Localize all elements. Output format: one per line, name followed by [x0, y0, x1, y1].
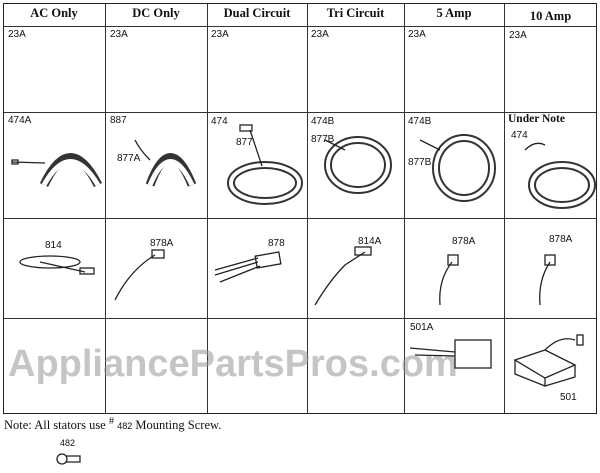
part-label: 501: [560, 392, 577, 403]
harness-878a-drawing: [114, 249, 165, 301]
column-header-5-amp: 5 Amp: [436, 6, 472, 20]
column-header-dual-circuit: Dual Circuit: [223, 6, 291, 20]
harness-878a-5amp-drawing: [439, 254, 459, 306]
part-label: 23A: [311, 29, 329, 40]
part-label: 23A: [8, 29, 26, 40]
stator-474b-tri-drawing: [324, 136, 392, 194]
stator-474-10amp-drawing: [524, 142, 596, 209]
part-label: 23A: [110, 29, 128, 40]
harness-878-drawing: [214, 251, 282, 283]
harness-814-drawing: [19, 255, 95, 275]
regulator-501-drawing: [513, 334, 584, 387]
part-label: 474: [211, 116, 228, 127]
part-label: 878: [268, 238, 285, 249]
part-label: 474B: [408, 116, 432, 127]
part-label: 501A: [410, 322, 434, 333]
part-label: 877: [236, 137, 253, 148]
part-label: 474: [511, 130, 528, 141]
part-label: 23A: [211, 29, 229, 40]
stator-877a-drawing: [134, 139, 197, 187]
harness-878a-10amp-drawing: [539, 254, 556, 306]
part-label-under-note: Under Note: [508, 113, 565, 125]
part-label: 877B: [408, 157, 432, 168]
column-header-tri-circuit: Tri Circuit: [326, 6, 385, 20]
part-label: 877A: [117, 153, 141, 164]
column-header-dc-only: DC Only: [132, 6, 180, 20]
part-label: 23A: [509, 30, 527, 41]
part-label: 814: [45, 240, 62, 251]
screw-label: 482: [60, 438, 76, 448]
screw-482-drawing: [56, 453, 81, 465]
column-header-ac-only: AC Only: [30, 6, 78, 20]
part-label: 23A: [408, 29, 426, 40]
part-label: 877B: [311, 134, 335, 145]
part-label: 814A: [358, 236, 382, 247]
column-header-10-amp: 10 Amp: [529, 9, 572, 23]
stator-474a-drawing: [11, 153, 103, 188]
part-label: 878A: [549, 234, 573, 245]
part-label: 474A: [8, 115, 32, 126]
part-label: 887: [110, 115, 127, 126]
mounting-screw-note: Note: All stators use # 482 Mounting Scr…: [4, 415, 222, 432]
part-label: 878A: [452, 236, 476, 247]
part-label: 474B: [311, 116, 335, 127]
regulator-501a-drawing: [409, 339, 492, 369]
stator-474b-5amp-drawing: [419, 134, 496, 202]
watermark: AppliancePartsPros.com: [8, 343, 458, 385]
parts-table: [3, 3, 597, 414]
part-label: 878A: [150, 238, 174, 249]
stator-474-dual-drawing: [227, 124, 303, 205]
harness-814a-drawing: [314, 246, 372, 306]
